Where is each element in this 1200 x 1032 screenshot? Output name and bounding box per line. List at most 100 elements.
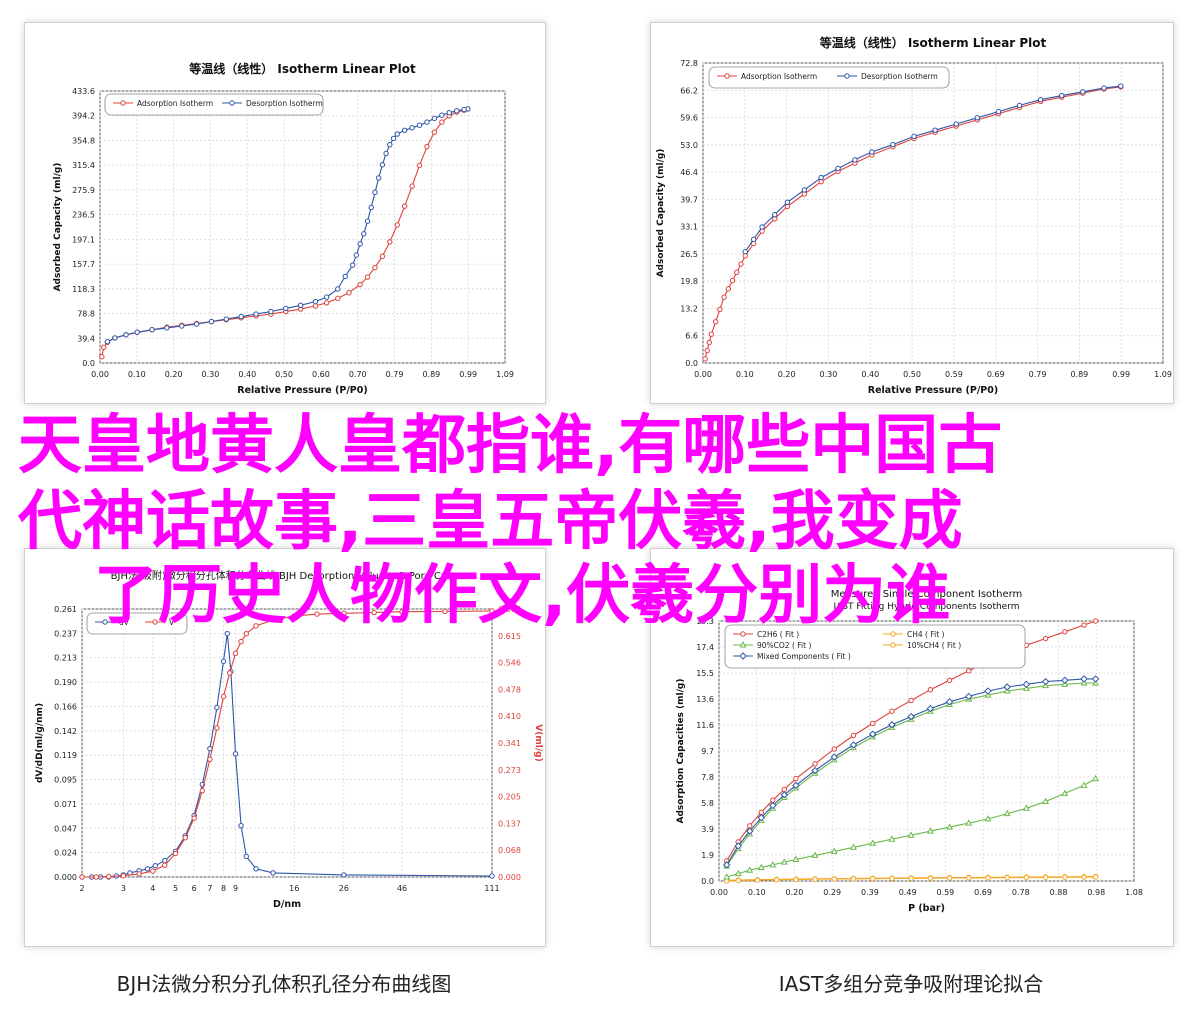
headline-line-3: 了历史人物作文,伏羲分别为谁 [94, 559, 951, 633]
series-3-point [850, 876, 857, 882]
y-tick-label: 0.190 [54, 678, 77, 687]
y2-tick-label: 0.068 [498, 846, 521, 855]
x-tick-label: 0.40 [238, 370, 256, 379]
x-tick-label: 0.10 [748, 888, 766, 897]
y-tick-label: 0.142 [54, 727, 77, 736]
y-tick-label: 78.8 [77, 310, 95, 319]
series-blue-point [364, 218, 371, 224]
series-red-point [387, 239, 393, 245]
x-tick-label: 0.88 [1050, 888, 1068, 897]
series-blue-point [1037, 96, 1044, 103]
series-red-point [717, 306, 723, 313]
x-tick-label: 1.09 [1154, 370, 1172, 379]
legend-swatch-marker [739, 641, 747, 648]
series-5-point [1061, 676, 1069, 684]
series-4-point [723, 873, 731, 880]
x-tick-label: 0.39 [861, 888, 879, 897]
x-tick-label: 4 [150, 884, 155, 893]
series-red-point [704, 347, 710, 354]
legend-swatch-marker [740, 631, 746, 637]
series-red-point [207, 756, 213, 762]
series-red-point [439, 119, 445, 125]
series-red-point [93, 874, 99, 880]
series-0-point [1092, 618, 1099, 624]
y-tick-label: 0.0 [685, 359, 698, 368]
series-blue-point [401, 127, 408, 133]
series-0-point [812, 761, 818, 767]
y-tick-label: 236.5 [72, 211, 95, 220]
series-red-point [182, 835, 188, 841]
series-blue-point [134, 329, 140, 335]
series-blue-point [342, 273, 348, 280]
bjh-chart: BJH法(吸附)微分积分孔体积分布曲线 BJH Desorption Volum… [35, 569, 543, 910]
series-3-point [870, 876, 876, 882]
y2-tick-label: 0.000 [498, 873, 521, 882]
plot-area [81, 608, 493, 878]
series-red-point [220, 693, 227, 700]
y2-tick-label: 0.683 [498, 605, 521, 614]
legend-label: Desorption Isotherm [861, 72, 938, 81]
x-tick-label: 2 [79, 884, 84, 893]
chart-panel-iast: Measured Single Component Isotherm IAST F… [650, 548, 1174, 947]
series-blue-point [932, 127, 938, 133]
series-blue-point [214, 704, 220, 711]
series-5-point [746, 827, 754, 835]
series-5-point [1080, 675, 1088, 683]
series-5-point [769, 801, 777, 810]
series-0-point [927, 687, 934, 693]
y2-tick-label: 0.546 [498, 659, 521, 668]
series-red-point [442, 608, 448, 615]
y2-tick-label: 0.410 [498, 712, 521, 721]
series-blue-point [375, 175, 382, 181]
series-blue-point [750, 236, 757, 243]
y-tick-label: 46.4 [680, 168, 698, 177]
series-red-point [99, 354, 105, 360]
series-blue-point [270, 870, 276, 876]
x-tick-label: 46 [397, 884, 407, 893]
series-blue-point [852, 157, 858, 163]
series-red-point [253, 623, 259, 629]
series-red-point [291, 613, 297, 619]
y-tick-label: 0.166 [54, 702, 77, 711]
series-4-point [1022, 804, 1030, 811]
series-red-point [725, 286, 732, 292]
x-tick-label: 0.78 [1012, 888, 1030, 897]
x-tick-label: 0.69 [987, 370, 1005, 379]
series-blue-point [238, 822, 244, 829]
x-tick-label: 7 [207, 884, 212, 893]
y-axis-label: Adsorbed Capacity (ml/g) [656, 149, 666, 278]
chart-title: Measured Single Component Isotherm [831, 589, 1023, 600]
series-red-point [431, 129, 438, 135]
series-blue-point [232, 751, 239, 757]
series-blue-point [312, 298, 319, 305]
series-4-point [1003, 809, 1011, 817]
y-tick-label: 0.047 [54, 824, 77, 833]
series-red-point [738, 261, 744, 267]
series-red-point [702, 356, 708, 362]
series-4-point [946, 823, 953, 830]
series-blue-point [890, 141, 896, 148]
series-blue-point [179, 323, 185, 329]
series-0-point [1042, 635, 1049, 642]
series-red-point [335, 295, 341, 302]
y2-tick-label: 0.205 [498, 793, 521, 802]
legend-swatch-marker [739, 652, 747, 660]
legend-box [724, 624, 1026, 669]
series-3-point [812, 876, 818, 882]
series-4-point [746, 866, 754, 873]
series-3-point [1042, 874, 1049, 881]
x-tick-label: 9 [233, 884, 238, 893]
legend-swatch-marker [102, 619, 108, 625]
legend-swatch-marker [229, 100, 235, 106]
y-tick-label: 0.213 [54, 654, 77, 663]
series-blue-point [1016, 102, 1023, 109]
series-3-point [927, 875, 934, 881]
series-blue-point [349, 262, 356, 268]
y-tick-label: 433.6 [72, 87, 95, 96]
series-3-point [908, 875, 914, 882]
series-red-point [238, 638, 244, 645]
y-tick-label: 197.1 [72, 235, 95, 244]
series-blue-point [243, 853, 249, 860]
series-red-point [712, 319, 719, 325]
x-axis-label: P (bar) [908, 903, 945, 914]
